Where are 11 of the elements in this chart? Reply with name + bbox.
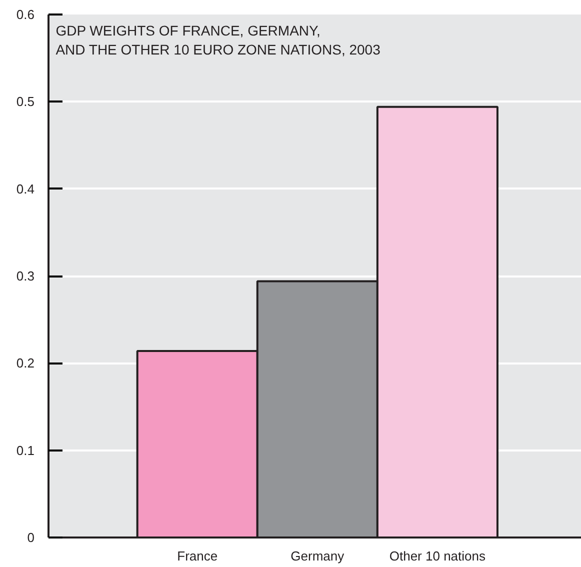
y-tick-label: 0 xyxy=(27,530,35,545)
y-tick-label: 0.2 xyxy=(16,356,35,371)
y-tick-label: 0.1 xyxy=(16,442,35,458)
y-tick-label: 0.4 xyxy=(16,181,35,196)
y-tick-label: 0.5 xyxy=(16,94,35,110)
x-tick-label: Other 10 nations xyxy=(389,548,486,564)
y-tick-label: 0.3 xyxy=(16,268,35,284)
y-tick-label: 0.6 xyxy=(16,7,35,22)
x-tick-label: France xyxy=(177,548,218,564)
text: GDP WEIGHTS OF FRANCE, GERMANY, AND THE OTHER 10 EURO ZONE NATIONS, 2003 xyxy=(56,22,381,58)
x-tick-label: Germany xyxy=(290,548,345,564)
